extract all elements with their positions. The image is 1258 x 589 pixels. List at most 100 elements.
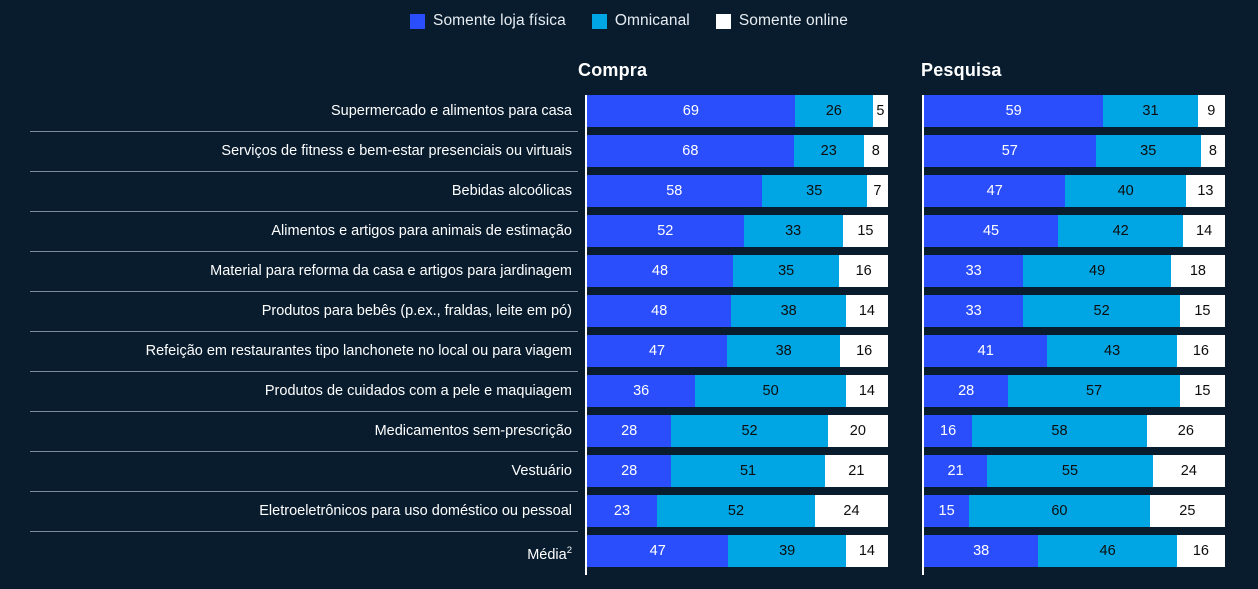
chart-legend: Somente loja física Omnicanal Somente onli… (0, 8, 1258, 34)
bar-group-compra: 68 23 8 (587, 135, 888, 167)
segment-online-only: 20 (827, 415, 888, 447)
square-swatch-icon (715, 13, 731, 29)
segment-online-only: 14 (845, 375, 888, 407)
row-category-label: Refeição em restaurantes tipo lanchonete… (145, 343, 572, 359)
bar-group-compra: 47 39 14 (587, 535, 888, 567)
segment-online-only: 14 (1183, 215, 1225, 247)
row-category-label: Produtos para bebês (p.ex., fraldas, lei… (261, 303, 572, 319)
segment-omnichannel: 33 (743, 215, 843, 247)
stacked-bar-chart: Supermercado e alimentos para casa 69 26 5 5… (0, 95, 1258, 575)
segment-online-only: 24 (815, 495, 888, 527)
segment-omnichannel: 49 (1023, 255, 1171, 287)
segment-store-only: 59 (924, 95, 1104, 127)
segment-store-only: 23 (587, 495, 657, 527)
segment-store-only: 45 (924, 215, 1059, 247)
row-category-label: Produtos de cuidados com a pele e maquia… (264, 383, 572, 399)
legend-item[interactable]: Somente loja física (410, 12, 566, 30)
chart-row: Refeição em restaurantes tipo lanchonete… (0, 335, 1258, 367)
segment-store-only: 36 (587, 375, 696, 407)
segment-online-only: 24 (1152, 455, 1225, 487)
chart-row: Medicamentos sem-prescrição 28 52 20 16 58 26 (0, 415, 1258, 447)
segment-omnichannel: 51 (671, 455, 825, 487)
segment-online-only: 15 (1179, 375, 1225, 407)
segment-omnichannel: 43 (1047, 335, 1177, 367)
square-swatch-icon (410, 13, 425, 29)
bar-group-pesquisa: 33 52 15 (924, 295, 1225, 327)
chart-row: Produtos de cuidados com a pele e maquia… (0, 375, 1258, 407)
row-category-label: Média2 (527, 545, 572, 563)
segment-store-only: 48 (587, 255, 733, 287)
chart-row: Vestuário 28 51 21 21 55 24 (0, 455, 1258, 487)
legend-item[interactable]: Somente online (715, 12, 848, 30)
segment-omnichannel: 40 (1065, 175, 1186, 207)
segment-online-only: 16 (1176, 535, 1225, 567)
segment-store-only: 47 (924, 175, 1066, 207)
segment-omnichannel: 35 (761, 175, 867, 207)
segment-store-only: 16 (924, 415, 973, 447)
chart-row: Supermercado e alimentos para casa 69 26 5 5… (0, 95, 1258, 127)
column-title-compra: Compra (578, 60, 648, 80)
segment-omnichannel: 35 (732, 255, 840, 287)
segment-omnichannel: 52 (1023, 295, 1180, 327)
segment-omnichannel: 42 (1058, 215, 1184, 247)
bar-group-pesquisa: 47 40 13 (924, 175, 1225, 207)
row-separator (30, 531, 578, 532)
bar-group-pesquisa: 21 55 24 (924, 455, 1225, 487)
segment-store-only: 48 (587, 295, 732, 327)
segment-store-only: 33 (924, 255, 1024, 287)
segment-online-only: 13 (1185, 175, 1225, 207)
segment-omnichannel: 31 (1103, 95, 1198, 127)
segment-online-only: 7 (866, 175, 888, 207)
segment-store-only: 33 (924, 295, 1024, 327)
segment-omnichannel: 60 (969, 495, 1150, 527)
bar-group-pesquisa: 15 60 25 (924, 495, 1225, 527)
bar-group-pesquisa: 41 43 16 (924, 335, 1225, 367)
bar-group-compra: 36 50 14 (587, 375, 888, 407)
footnote-marker: 2 (566, 545, 572, 556)
row-category-label: Serviços de fitness e bem-estar presenci… (221, 143, 572, 159)
row-separator (30, 291, 578, 292)
row-category-label: Medicamentos sem-prescrição (374, 423, 572, 439)
segment-store-only: 68 (587, 135, 794, 167)
row-category-label: Supermercado e alimentos para casa (331, 103, 572, 119)
segment-store-only: 58 (587, 175, 762, 207)
chart-row: Alimentos e artigos para animais de esti… (0, 215, 1258, 247)
segment-online-only: 26 (1146, 415, 1225, 447)
axis-line-compra (585, 95, 587, 575)
segment-omnichannel: 26 (794, 95, 873, 127)
row-separator (30, 371, 578, 372)
row-separator (30, 411, 578, 412)
bar-group-pesquisa: 16 58 26 (924, 415, 1225, 447)
bar-group-compra: 58 35 7 (587, 175, 888, 207)
row-separator (30, 131, 578, 132)
segment-store-only: 69 (587, 95, 795, 127)
segment-omnichannel: 23 (793, 135, 864, 167)
segment-online-only: 8 (863, 135, 888, 167)
bar-group-compra: 47 38 16 (587, 335, 888, 367)
row-separator (30, 251, 578, 252)
segment-online-only: 14 (845, 295, 888, 327)
legend-item-label: Somente online (738, 12, 848, 29)
segment-online-only: 14 (845, 535, 888, 567)
legend-item[interactable]: Omnicanal (591, 12, 690, 30)
segment-omnichannel: 38 (727, 335, 841, 367)
row-separator (30, 171, 578, 172)
segment-store-only: 47 (587, 335, 728, 367)
bar-group-compra: 28 52 20 (587, 415, 888, 447)
segment-online-only: 25 (1149, 495, 1225, 527)
bar-group-compra: 48 38 14 (587, 295, 888, 327)
row-separator (30, 211, 578, 212)
bar-group-pesquisa: 38 46 16 (924, 535, 1225, 567)
segment-omnichannel: 58 (972, 415, 1147, 447)
segment-store-only: 28 (587, 455, 672, 487)
square-swatch-icon (591, 13, 607, 29)
segment-online-only: 5 (872, 95, 888, 127)
bar-group-compra: 28 51 21 (587, 455, 888, 487)
bar-group-pesquisa: 57 35 8 (924, 135, 1225, 167)
segment-omnichannel: 39 (728, 535, 846, 567)
segment-store-only: 47 (587, 535, 729, 567)
bar-group-pesquisa: 33 49 18 (924, 255, 1225, 287)
row-separator (30, 331, 578, 332)
segment-store-only: 52 (587, 215, 744, 247)
row-separator (30, 451, 578, 452)
